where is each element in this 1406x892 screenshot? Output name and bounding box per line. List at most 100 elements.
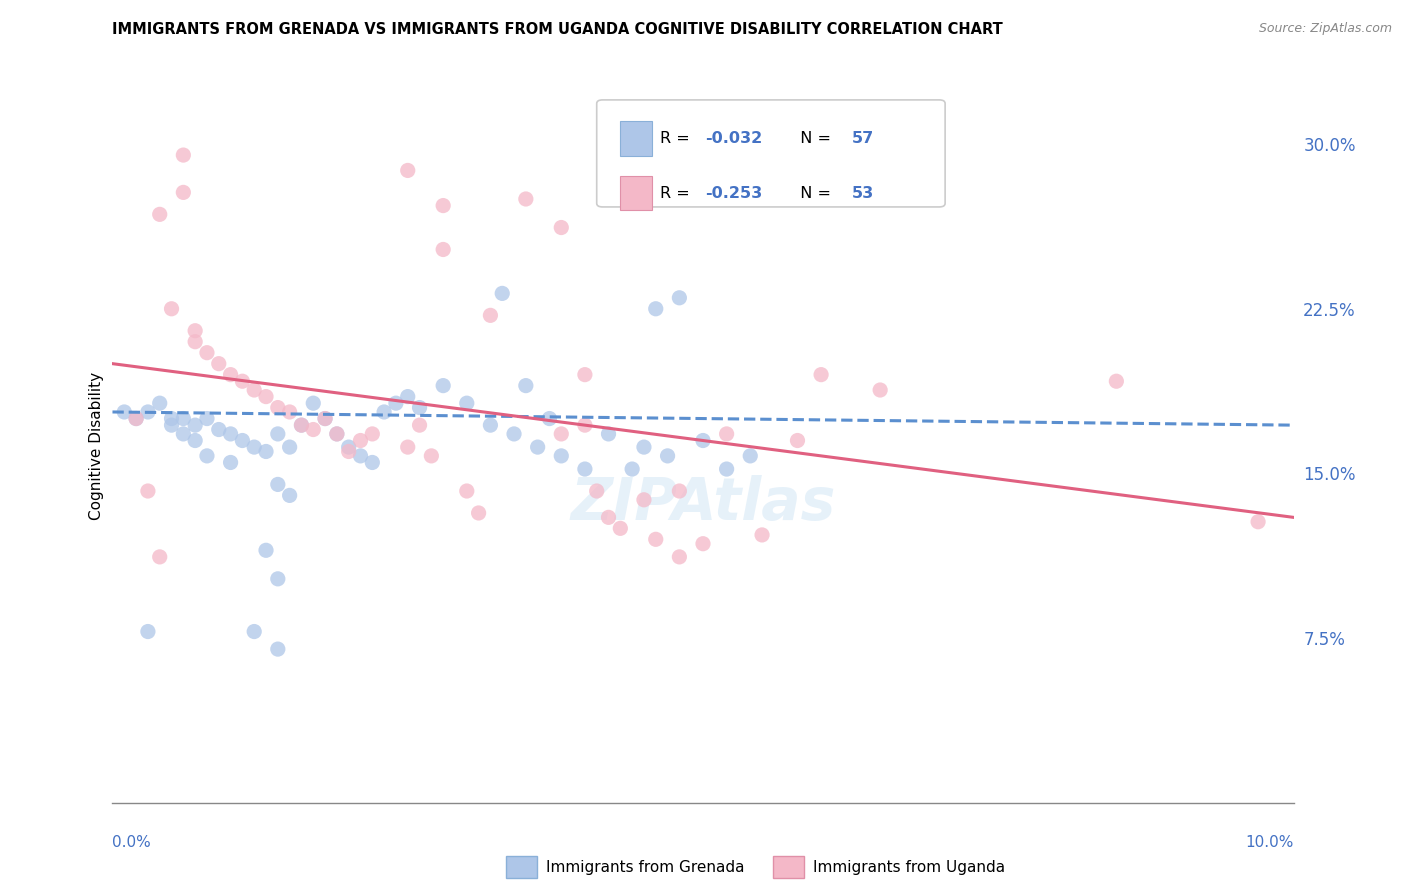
- FancyBboxPatch shape: [620, 121, 651, 155]
- Point: [184, 334, 207, 349]
- Point: [456, 483, 478, 498]
- Point: [869, 383, 891, 397]
- Y-axis label: Cognitive Disability: Cognitive Disability: [89, 372, 104, 520]
- Point: [491, 286, 513, 301]
- Point: [598, 510, 620, 524]
- Text: 10.0%: 10.0%: [1246, 836, 1294, 850]
- Point: [231, 434, 253, 448]
- Point: [337, 444, 360, 458]
- Point: [349, 449, 371, 463]
- Point: [668, 291, 690, 305]
- Point: [609, 521, 631, 535]
- Point: [267, 401, 290, 415]
- Point: [267, 477, 290, 491]
- Text: 0.0%: 0.0%: [112, 836, 152, 850]
- Point: [633, 492, 655, 507]
- Point: [184, 434, 207, 448]
- Point: [160, 418, 183, 433]
- Point: [136, 483, 159, 498]
- Point: [125, 411, 148, 425]
- Point: [195, 449, 218, 463]
- Point: [385, 396, 408, 410]
- Text: Source: ZipAtlas.com: Source: ZipAtlas.com: [1258, 22, 1392, 36]
- Point: [172, 148, 194, 162]
- FancyBboxPatch shape: [596, 100, 945, 207]
- Point: [254, 543, 277, 558]
- Point: [278, 405, 301, 419]
- Point: [526, 440, 548, 454]
- Point: [314, 411, 336, 425]
- Point: [633, 440, 655, 454]
- Text: Immigrants from Uganda: Immigrants from Uganda: [813, 860, 1005, 874]
- Point: [231, 374, 253, 388]
- Point: [408, 401, 430, 415]
- Point: [396, 390, 419, 404]
- Point: [314, 411, 336, 425]
- Point: [692, 434, 714, 448]
- Point: [574, 368, 596, 382]
- FancyBboxPatch shape: [620, 176, 651, 211]
- Point: [219, 455, 242, 469]
- Text: -0.253: -0.253: [704, 186, 762, 201]
- Point: [337, 440, 360, 454]
- Text: R =: R =: [659, 186, 695, 201]
- Point: [420, 449, 443, 463]
- Point: [243, 624, 266, 639]
- Point: [574, 418, 596, 433]
- Point: [373, 405, 395, 419]
- Point: [278, 488, 301, 502]
- Text: 53: 53: [852, 186, 873, 201]
- Point: [219, 426, 242, 441]
- Point: [326, 426, 349, 441]
- Point: [432, 198, 454, 212]
- Point: [1105, 374, 1128, 388]
- Text: 57: 57: [852, 131, 873, 146]
- Point: [184, 418, 207, 433]
- Text: N =: N =: [790, 131, 837, 146]
- Point: [361, 426, 384, 441]
- Point: [302, 423, 325, 437]
- Point: [716, 426, 738, 441]
- Point: [786, 434, 808, 448]
- Point: [668, 549, 690, 564]
- Point: [267, 572, 290, 586]
- Point: [716, 462, 738, 476]
- Point: [621, 462, 644, 476]
- Point: [208, 357, 231, 371]
- Point: [550, 426, 572, 441]
- Point: [243, 440, 266, 454]
- Point: [302, 396, 325, 410]
- Point: [479, 309, 502, 323]
- Point: [290, 418, 312, 433]
- Point: [538, 411, 561, 425]
- Point: [668, 483, 690, 498]
- Point: [290, 418, 312, 433]
- Point: [408, 418, 430, 433]
- Point: [267, 426, 290, 441]
- Point: [326, 426, 349, 441]
- Text: N =: N =: [790, 186, 837, 201]
- Point: [515, 192, 537, 206]
- Point: [254, 390, 277, 404]
- Point: [396, 440, 419, 454]
- Point: [550, 220, 572, 235]
- Point: [254, 444, 277, 458]
- Text: -0.032: -0.032: [704, 131, 762, 146]
- Point: [149, 549, 172, 564]
- Point: [740, 449, 762, 463]
- Point: [467, 506, 489, 520]
- Point: [479, 418, 502, 433]
- Point: [585, 483, 607, 498]
- Text: R =: R =: [659, 131, 695, 146]
- Point: [503, 426, 526, 441]
- Point: [172, 426, 194, 441]
- Point: [1247, 515, 1270, 529]
- Point: [598, 426, 620, 441]
- Point: [278, 440, 301, 454]
- Point: [432, 378, 454, 392]
- Point: [644, 301, 666, 316]
- Point: [574, 462, 596, 476]
- Point: [550, 449, 572, 463]
- Point: [432, 243, 454, 257]
- Point: [195, 345, 218, 359]
